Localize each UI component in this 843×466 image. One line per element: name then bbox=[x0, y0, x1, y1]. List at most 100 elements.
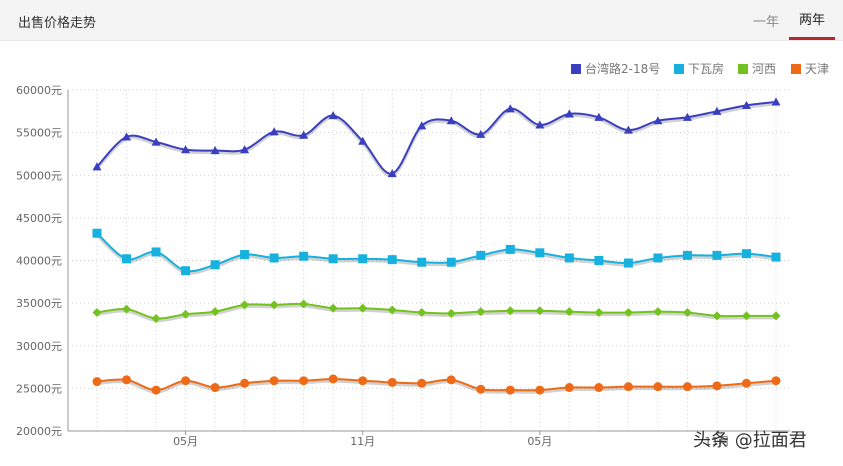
data-point bbox=[181, 266, 191, 276]
data-point bbox=[299, 251, 309, 261]
data-point bbox=[653, 307, 663, 317]
legend-label: 河西 bbox=[752, 62, 776, 76]
data-point bbox=[151, 247, 161, 257]
data-point bbox=[771, 311, 781, 321]
series-1 bbox=[92, 97, 781, 178]
series-line-shadow bbox=[95, 102, 777, 178]
data-point bbox=[328, 111, 338, 120]
y-tick-label: 50000元 bbox=[16, 169, 62, 182]
data-point bbox=[358, 303, 368, 313]
data-point bbox=[564, 383, 574, 393]
data-point bbox=[535, 385, 545, 395]
legend: 台湾路2-18号 下瓦房 河西 天津 bbox=[571, 61, 829, 76]
data-point bbox=[92, 162, 102, 171]
tab-two-years[interactable]: 两年 bbox=[789, 0, 835, 40]
y-tick-label: 40000元 bbox=[16, 255, 62, 268]
data-point bbox=[151, 385, 161, 395]
data-point bbox=[771, 252, 781, 262]
data-point bbox=[535, 306, 545, 316]
data-point bbox=[417, 257, 427, 267]
data-point bbox=[358, 136, 368, 145]
data-point bbox=[328, 303, 338, 313]
data-point bbox=[505, 104, 515, 113]
data-point bbox=[653, 382, 663, 392]
chart-header: 出售价格走势 一年 两年 bbox=[0, 0, 843, 41]
data-point bbox=[328, 374, 338, 384]
data-point bbox=[358, 376, 368, 386]
tab-one-year[interactable]: 一年 bbox=[752, 14, 779, 30]
y-tick-label: 20000元 bbox=[16, 425, 62, 438]
data-point bbox=[476, 250, 486, 260]
data-point bbox=[712, 381, 722, 391]
data-point bbox=[122, 375, 132, 385]
data-point bbox=[771, 97, 781, 106]
data-point bbox=[564, 109, 574, 118]
data-point bbox=[299, 376, 309, 386]
data-point bbox=[417, 378, 427, 388]
data-point bbox=[240, 250, 250, 260]
data-point bbox=[741, 249, 751, 259]
x-tick-label: 05月 bbox=[527, 435, 552, 448]
data-point bbox=[181, 309, 191, 319]
data-point bbox=[181, 145, 191, 154]
data-point bbox=[299, 299, 309, 309]
data-point bbox=[446, 375, 456, 385]
legend-swatch bbox=[738, 64, 748, 74]
x-tick-label: 11月 bbox=[350, 435, 375, 448]
data-point bbox=[653, 116, 663, 125]
data-point bbox=[240, 378, 250, 388]
data-point bbox=[741, 378, 751, 388]
data-point bbox=[446, 308, 456, 318]
data-point bbox=[535, 120, 545, 129]
y-tick-label: 60000元 bbox=[16, 84, 62, 97]
data-point bbox=[92, 308, 102, 318]
data-point bbox=[122, 132, 132, 141]
data-point bbox=[505, 306, 515, 316]
data-point bbox=[623, 382, 633, 392]
series-4 bbox=[92, 374, 781, 395]
data-point bbox=[505, 244, 515, 254]
data-point bbox=[210, 307, 220, 317]
y-tick-label: 25000元 bbox=[16, 382, 62, 395]
data-point bbox=[269, 127, 279, 136]
data-point bbox=[712, 311, 722, 321]
data-point bbox=[623, 258, 633, 268]
data-point bbox=[623, 308, 633, 318]
data-point bbox=[328, 254, 338, 264]
legend-swatch bbox=[674, 64, 684, 74]
data-point bbox=[122, 304, 132, 314]
series-line bbox=[96, 100, 777, 175]
data-point bbox=[476, 307, 486, 317]
series-line-shadow bbox=[95, 234, 777, 275]
data-point bbox=[682, 112, 692, 121]
data-point bbox=[240, 145, 250, 154]
legend-swatch bbox=[791, 64, 801, 74]
y-tick-label: 45000元 bbox=[16, 212, 62, 225]
data-point bbox=[269, 300, 279, 310]
data-point bbox=[771, 376, 781, 386]
data-point bbox=[92, 377, 102, 387]
data-point bbox=[417, 121, 427, 130]
grid-lines bbox=[68, 89, 790, 431]
data-point bbox=[535, 248, 545, 258]
y-tick-label: 35000元 bbox=[16, 297, 62, 310]
y-tick-label: 30000元 bbox=[16, 340, 62, 353]
data-point bbox=[210, 383, 220, 393]
legend-label: 台湾路2-18号 bbox=[585, 61, 660, 76]
data-point bbox=[358, 254, 368, 264]
data-point bbox=[299, 130, 309, 139]
x-tick-label: 11月 bbox=[704, 435, 729, 448]
data-point bbox=[269, 376, 279, 386]
data-point bbox=[594, 308, 604, 318]
y-tick-label: 55000元 bbox=[16, 127, 62, 140]
data-point bbox=[653, 253, 663, 263]
data-point bbox=[387, 377, 397, 387]
data-point bbox=[505, 385, 515, 395]
data-point bbox=[594, 383, 604, 393]
data-point bbox=[682, 308, 692, 318]
data-point bbox=[181, 376, 191, 386]
chart-title: 出售价格走势 bbox=[18, 16, 97, 31]
data-point bbox=[741, 100, 751, 109]
data-point bbox=[92, 228, 102, 238]
